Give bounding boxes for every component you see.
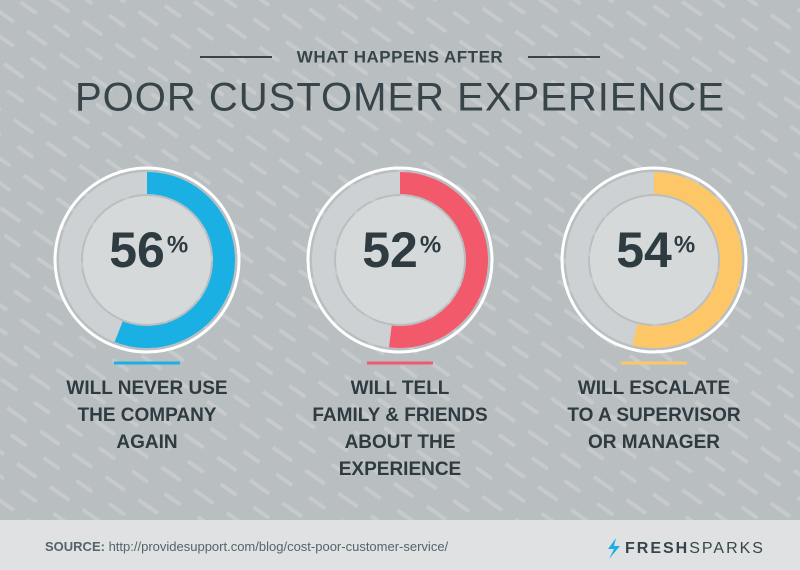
- value-text: 52: [362, 222, 418, 278]
- caption-line: ABOUT THE: [345, 432, 456, 453]
- caption-line: WILL ESCALATE: [578, 378, 730, 399]
- donut-outline: [53, 166, 241, 354]
- brand-bold: FRESH: [625, 540, 689, 557]
- value-unit: %: [167, 231, 188, 258]
- donut-center: [590, 196, 718, 324]
- donut-center: [336, 196, 464, 324]
- brand-icon: [608, 538, 620, 559]
- source: SOURCE: http://providesupport.com/blog/c…: [45, 539, 449, 554]
- caption-line: OR MANAGER: [588, 432, 720, 453]
- donut-center: [83, 196, 211, 324]
- donut-outline: [306, 166, 494, 354]
- brand: FRESHSPARKS: [625, 540, 765, 557]
- caption-line: FAMILY & FRIENDS: [312, 405, 487, 426]
- value-text: 54: [616, 222, 672, 278]
- caption-line: EXPERIENCE: [339, 459, 461, 480]
- value-unit: %: [420, 231, 441, 258]
- caption-line: THE COMPANY: [78, 405, 217, 426]
- source-url: http://providesupport.com/blog/cost-poor…: [109, 539, 449, 554]
- donut-arc: [632, 172, 742, 348]
- subtitle: WHAT HAPPENS AFTER: [297, 47, 503, 66]
- caption-line: WILL NEVER USE: [66, 378, 227, 399]
- donut-outline: [560, 166, 748, 354]
- caption-line: AGAIN: [116, 432, 177, 453]
- donut-arc: [388, 172, 488, 348]
- caption-line: WILL TELL: [351, 378, 450, 399]
- title: POOR CUSTOMER EXPERIENCE: [75, 76, 725, 120]
- source-label: SOURCE:: [45, 539, 105, 554]
- footer-band: [0, 520, 800, 570]
- value-text: 56: [109, 222, 165, 278]
- donut-arc: [114, 172, 235, 348]
- value-unit: %: [674, 231, 695, 258]
- brand-light: SPARKS: [689, 540, 765, 557]
- charts: 56 % WILL NEVER USE THE COMPANY AGAIN 52 % WILL…: [53, 166, 748, 480]
- caption-line: TO A SUPERVISOR: [567, 405, 740, 426]
